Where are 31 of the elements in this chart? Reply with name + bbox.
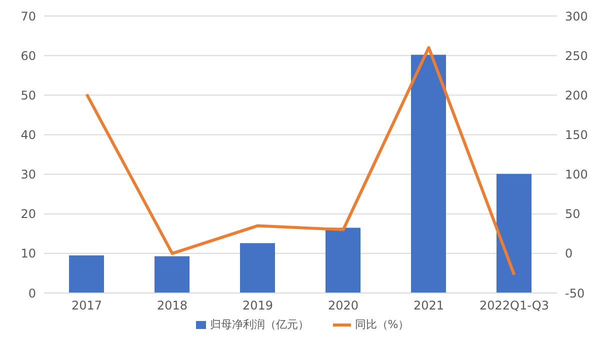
legend-label: 归母净利润（亿元） — [208, 317, 309, 332]
y-tick-label: 20 — [20, 207, 36, 222]
y2-tick-label: 100 — [565, 168, 588, 182]
y2-tick-label: 150 — [565, 128, 588, 142]
bar — [326, 228, 360, 293]
y2-tick-label: 200 — [565, 88, 588, 102]
y-tick-label: 30 — [20, 168, 36, 182]
y2-tick-label: 0 — [565, 246, 573, 261]
y-tick-label: 50 — [20, 88, 36, 102]
x-tick-label: 2021 — [413, 298, 444, 313]
y2-tick-label: 300 — [565, 9, 588, 24]
bar — [69, 255, 104, 293]
x-tick-label: 2017 — [71, 298, 102, 313]
bar — [154, 256, 190, 293]
y2-tick-label: -50 — [565, 286, 585, 300]
y-tick-label: 60 — [20, 48, 36, 63]
y2-tick-label: 50 — [565, 207, 580, 222]
y-tick-label: 0 — [28, 286, 36, 300]
bar — [240, 243, 275, 293]
x-tick-label: 2018 — [156, 298, 188, 313]
y2-tick-label: 250 — [565, 48, 588, 63]
x-tick-label: 2022Q1-Q3 — [480, 298, 549, 313]
x-tick-label: 2020 — [328, 298, 359, 313]
y-tick-label: 70 — [20, 9, 36, 24]
line-series — [85, 46, 516, 276]
y-tick-label: 40 — [20, 128, 36, 142]
legend-label: 同比（%） — [354, 317, 410, 332]
x-tick-label: 2019 — [242, 298, 274, 313]
y-tick-label: 10 — [20, 246, 36, 261]
bar — [411, 54, 446, 293]
bar — [496, 174, 532, 293]
